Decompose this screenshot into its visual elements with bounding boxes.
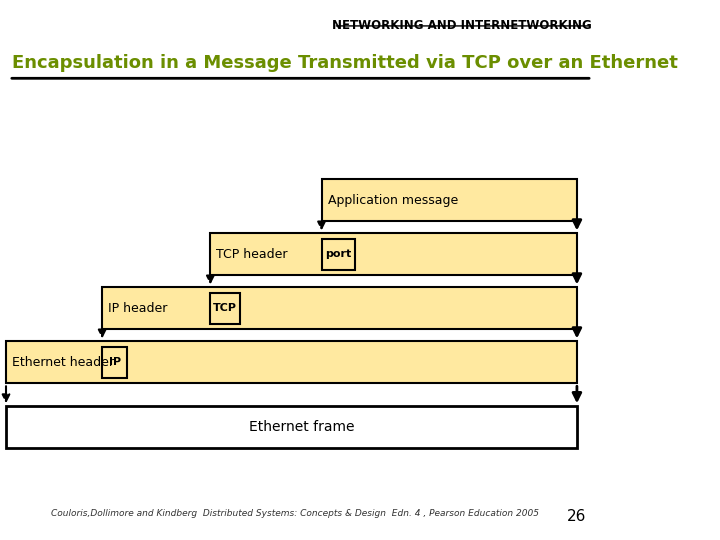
- Bar: [102, 347, 127, 378]
- Bar: [322, 239, 354, 270]
- Text: IP header: IP header: [108, 302, 168, 315]
- Text: TCP: TCP: [213, 303, 238, 313]
- Bar: [6, 341, 577, 383]
- Text: port: port: [325, 249, 351, 259]
- Bar: [6, 406, 577, 448]
- Text: IP: IP: [109, 357, 121, 367]
- Text: NETWORKING AND INTERNETWORKING: NETWORKING AND INTERNETWORKING: [332, 19, 592, 32]
- Text: Couloris,Dollimore and Kindberg  Distributed Systems: Concepts & Design  Edn. 4 : Couloris,Dollimore and Kindberg Distribu…: [51, 509, 539, 518]
- Text: Ethernet frame: Ethernet frame: [249, 420, 355, 434]
- Text: Encapsulation in a Message Transmitted via TCP over an Ethernet: Encapsulation in a Message Transmitted v…: [12, 54, 678, 72]
- Text: TCP header: TCP header: [216, 248, 288, 261]
- Bar: [210, 233, 577, 275]
- Text: Application message: Application message: [328, 194, 458, 207]
- Text: 26: 26: [567, 509, 586, 524]
- Bar: [210, 293, 240, 324]
- Bar: [102, 287, 577, 329]
- Bar: [322, 179, 577, 221]
- Text: Ethernet header: Ethernet header: [12, 356, 114, 369]
